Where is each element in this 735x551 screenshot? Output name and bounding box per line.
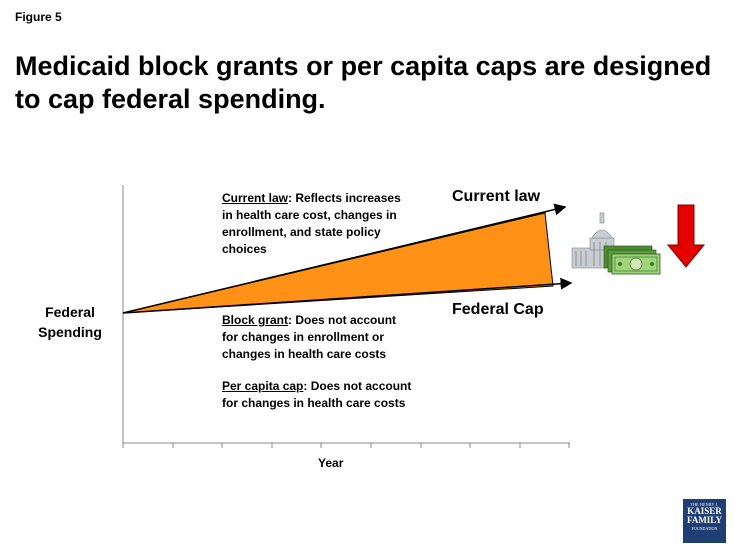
block-grant-note: Block grant: Does not account for change… — [222, 312, 396, 363]
current-law-line — [122, 203, 567, 314]
block-grant-note-line-3: changes in health care costs — [222, 347, 387, 361]
current-law-note-line-4: choices — [222, 242, 267, 256]
y-axis-label: Federal Spending — [30, 302, 110, 342]
x-axis-label: Year — [318, 456, 344, 470]
logo-line-4: FOUNDATION — [691, 526, 718, 531]
current-law-note-line-1: : Reflects increases — [288, 191, 401, 205]
figure-label: Figure 5 — [15, 10, 62, 24]
down-arrow-icon — [666, 204, 706, 268]
current-law-note: Current law: Reflects increases in healt… — [222, 190, 401, 258]
per-capita-note-line-1: : Does not account — [303, 379, 412, 393]
y-axis-label-line-2: Spending — [38, 324, 102, 340]
federal-cap-line-label: Federal Cap — [452, 301, 544, 318]
per-capita-term: Per capita cap — [222, 379, 304, 393]
current-law-note-line-2: in health care cost, changes in — [222, 208, 397, 222]
kff-logo: THE HENRY J. KAISER FAMILY FOUNDATION — [683, 499, 726, 543]
current-law-term: Current law — [222, 191, 289, 205]
block-grant-note-line-1: : Does not account — [288, 313, 397, 327]
logo-line-1: THE HENRY J. — [690, 502, 719, 507]
logo-line-3: FAMILY — [686, 515, 722, 525]
federal-cap-line — [122, 277, 573, 314]
block-grant-note-line-2: for changes in enrollment or — [222, 330, 385, 344]
block-grant-term: Block grant — [222, 313, 289, 327]
money-stack-icon — [603, 245, 661, 275]
page-title: Medicaid block grants or per capita caps… — [15, 51, 712, 114]
y-axis-label-line-1: Federal — [45, 304, 95, 320]
per-capita-note-line-2: for changes in health care costs — [222, 396, 406, 410]
current-law-line-label: Current law — [452, 188, 541, 205]
logo-line-2: KAISER — [687, 506, 722, 516]
per-capita-note: Per capita cap: Does not account for cha… — [222, 378, 411, 412]
x-axis-ticks — [122, 443, 570, 448]
current-law-note-line-3: enrollment, and state policy — [222, 225, 381, 239]
